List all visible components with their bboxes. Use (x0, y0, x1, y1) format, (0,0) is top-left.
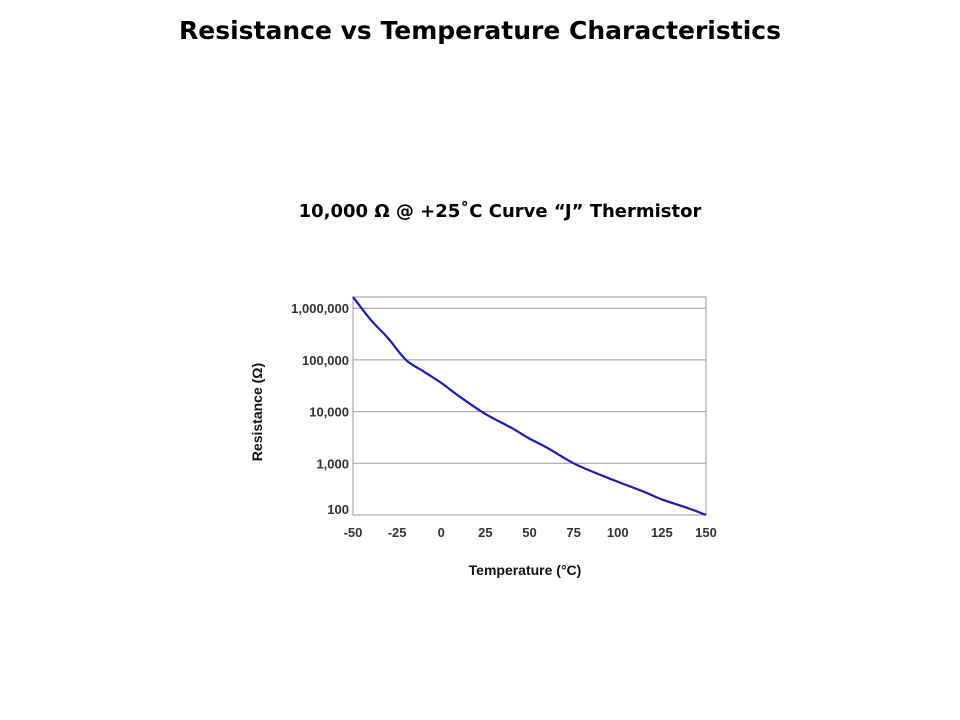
x-tick-label: -25 (388, 525, 407, 540)
slide-title: Resistance vs Temperature Characteristic… (179, 16, 781, 45)
x-tick-label: 0 (438, 525, 445, 540)
plot-frame (352, 296, 707, 516)
x-tick-label: 125 (651, 525, 673, 540)
series-line-curve-j (352, 296, 707, 517)
x-tick-label: 150 (695, 525, 717, 540)
y-tick-label: 1,000 (316, 456, 349, 471)
gridlines (353, 307, 706, 464)
y-tick-label: 10,000 (309, 405, 349, 420)
y-tick-label: 100 (327, 502, 349, 517)
x-tick-label: 100 (607, 525, 629, 540)
chart-title: 10,000 Ω @ +25˚C Curve “J” Thermistor (298, 201, 702, 222)
x-tick-label: -50 (344, 525, 363, 540)
x-tick-label: 25 (478, 525, 492, 540)
x-tick-label: 75 (566, 525, 580, 540)
y-tick-label: 100,000 (302, 353, 349, 368)
x-tick-label: 50 (522, 525, 536, 540)
x-axis-label: Temperature (°C) (469, 562, 582, 578)
y-tick-label: 1,000,000 (291, 301, 349, 316)
y-axis-label: Resistance (Ω) (249, 363, 265, 461)
